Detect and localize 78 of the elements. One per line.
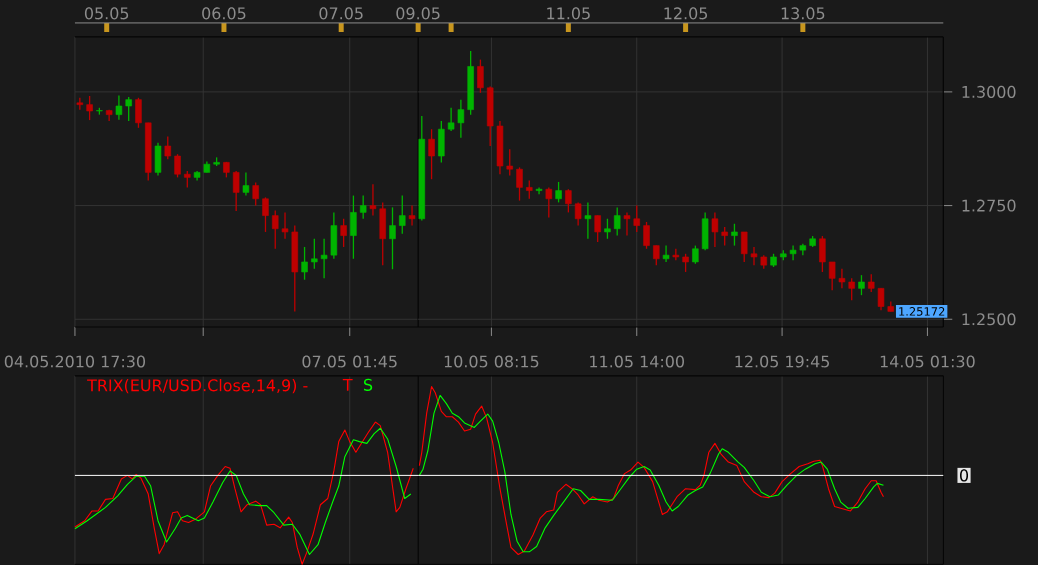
x2-tick-label: 07.05 <box>319 7 363 20</box>
candlestick <box>858 274 865 296</box>
candlestick <box>711 211 719 248</box>
x-tick-label: 14.05 01:30 <box>880 355 975 368</box>
x2-tick-label: 12.05 <box>664 7 708 20</box>
candlestick <box>555 181 562 203</box>
x2-tick-label: 05.05 <box>84 7 129 20</box>
x-tick-label: 07.05 01:45 <box>302 355 397 368</box>
candlestick <box>281 211 289 240</box>
annotation: 1.25172 <box>899 306 945 316</box>
candlestick <box>819 235 826 273</box>
candlestick <box>320 238 328 279</box>
candlestick <box>613 206 621 237</box>
candlestick <box>252 181 259 207</box>
text: S <box>364 378 373 391</box>
candlestick <box>242 171 250 197</box>
x-tick-label: 12.05 19:45 <box>735 355 830 368</box>
candlestick <box>535 186 543 195</box>
candlestick <box>584 201 592 240</box>
candlestick <box>506 148 513 177</box>
candlestick <box>838 268 846 289</box>
candlestick <box>399 194 406 235</box>
candlestick <box>653 244 660 266</box>
candlestick <box>662 244 670 263</box>
x2-tick-label: 13.05 <box>781 7 825 20</box>
candlestick <box>692 244 699 265</box>
text: T <box>342 378 353 391</box>
candlestick <box>340 217 347 248</box>
candlestick <box>389 206 396 270</box>
x-tick-label: 11.05 14:00 <box>590 355 684 368</box>
candlestick <box>359 194 367 220</box>
candlestick <box>594 214 601 243</box>
x-tick-label: 10.05 08:15 <box>444 355 539 368</box>
candlestick <box>369 183 377 217</box>
candlestick <box>232 170 240 212</box>
candlestick <box>447 107 455 132</box>
candlestick <box>477 58 484 94</box>
candlestick <box>877 287 885 311</box>
candlestick <box>408 204 416 227</box>
candlestick <box>516 166 523 202</box>
candlestick <box>565 188 572 213</box>
candlestick <box>731 222 738 247</box>
candlestick <box>164 135 171 160</box>
candlestick <box>574 201 582 227</box>
ref-line-label: 0 <box>960 469 969 482</box>
y-tick-label: 1.2500 <box>962 313 1016 326</box>
candlestick <box>848 277 855 301</box>
chart-title: TRIX(EUR/USD.Close,14,9) - <box>87 378 308 394</box>
candlestick <box>86 95 93 121</box>
candlestick <box>750 246 758 266</box>
candlestick <box>125 96 132 122</box>
candlestick <box>643 221 650 250</box>
candlestick <box>457 98 465 139</box>
candlestick <box>545 186 553 218</box>
candlestick <box>272 209 279 250</box>
candlestick <box>623 211 631 237</box>
candlestick <box>350 194 357 260</box>
candlestick <box>428 128 435 180</box>
candlestick <box>789 244 797 261</box>
candlestick <box>526 179 533 200</box>
candlestick <box>311 238 318 270</box>
candlestick <box>828 261 836 291</box>
candlestick <box>604 217 611 240</box>
candlestick <box>721 226 728 247</box>
x2-tick-label: 09.05 <box>396 7 440 20</box>
candlestick <box>115 94 123 121</box>
candlestick <box>741 231 748 263</box>
candlestick <box>633 204 640 233</box>
y-tick-label: 1.3000 <box>962 85 1016 98</box>
candlestick <box>262 196 269 233</box>
candlestick <box>682 253 689 273</box>
x2-tick-label: 06.05 <box>202 7 246 20</box>
y-tick-label: 1.2750 <box>962 199 1016 212</box>
candlestick <box>174 153 181 178</box>
x2-tick-label: 11.05 <box>547 7 590 20</box>
candlestick <box>301 246 308 281</box>
x-tick-label: 04.05.2010 17:30 <box>4 355 146 368</box>
candlestick <box>135 97 142 129</box>
